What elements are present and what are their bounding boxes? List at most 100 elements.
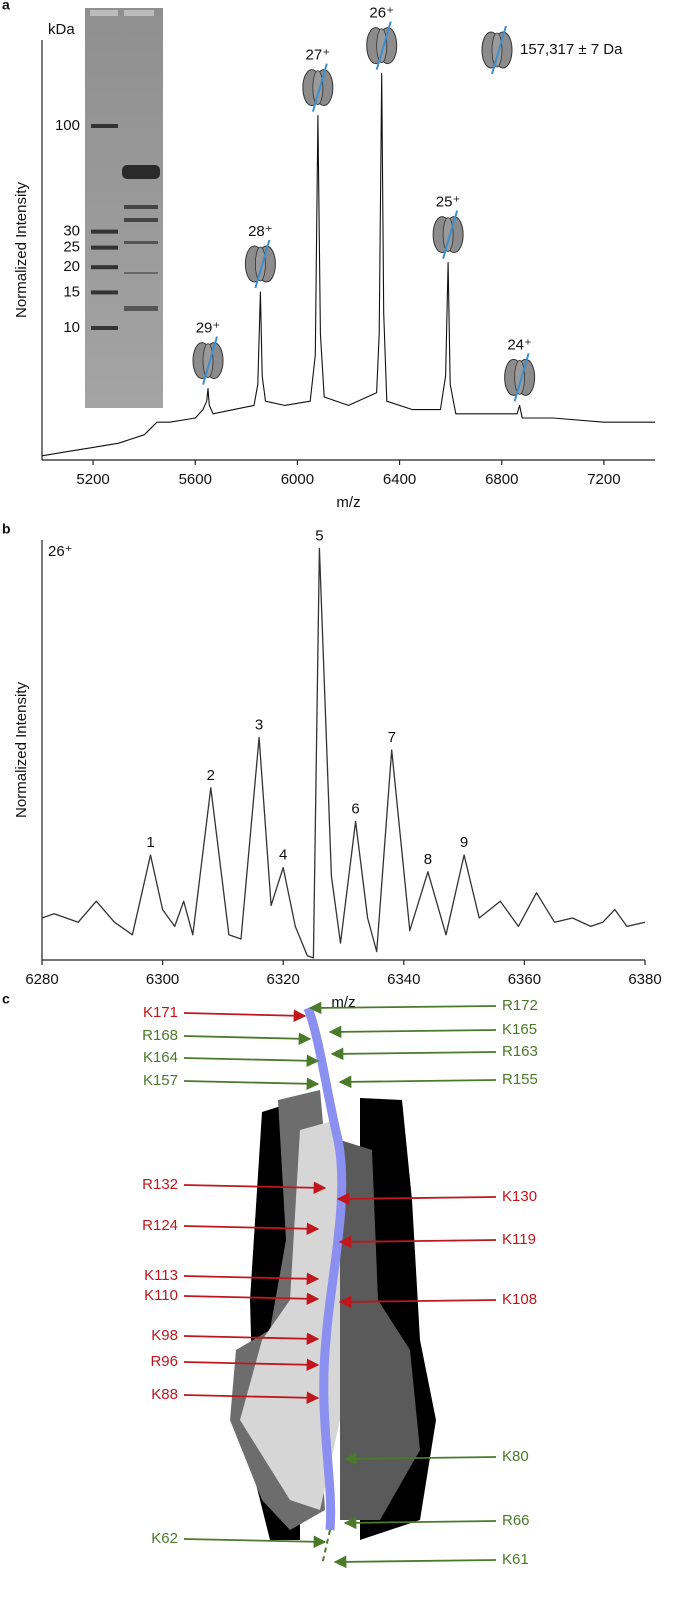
residue-label: K61 [502,1551,529,1568]
residue-arrow [183,1077,320,1091]
peak-label: 3 [255,716,263,733]
residue-label: K62 [151,1530,178,1547]
icon-helix [491,25,507,75]
gel-marker-label: 20 [63,258,80,275]
residue-arrow [183,1032,312,1046]
peak-label: 5 [315,527,323,544]
peak-label: 27⁺ [306,47,331,64]
x-tick-label: 5600 [179,471,212,488]
residue-arrow [183,1054,320,1068]
residue-arrow [183,1009,307,1023]
complex-icon [366,21,398,70]
residue-label: K119 [502,1231,536,1248]
residue-label: K165 [502,1021,537,1038]
residue-arrow [333,1555,497,1569]
residue-arrow [330,1047,497,1061]
peak-label: 26⁺ [369,5,394,22]
gel-band [91,326,118,330]
icon-lobe [442,217,454,253]
peak-label: 28⁺ [248,223,273,240]
charge-label: 26⁺ [48,543,73,560]
residue-label: R172 [502,997,538,1014]
residue-arrow [183,1332,320,1346]
icon-helix [375,21,392,70]
x-tick-label: 6360 [508,971,541,988]
gel-band [91,124,118,128]
icon-helix [202,336,218,385]
peak-label: 1 [146,834,154,851]
gel-image [85,8,163,408]
peak-label: 2 [207,767,215,784]
icon-lobe [254,246,266,282]
x-tick-label: 6800 [485,471,518,488]
residue-arrow [343,1516,497,1530]
residue-arrow [183,1358,320,1372]
residue-label: R168 [142,1027,178,1044]
residue-arrow [183,1222,320,1236]
legend-text: 157,317 ± 7 Da [520,41,623,58]
peak-label: 6 [351,800,359,817]
peak-label: 8 [424,851,432,868]
spectrum-line [41,547,646,959]
icon-lobe [376,28,388,63]
residue-label: K164 [143,1049,178,1066]
gel-marker-label: 30 [63,223,80,240]
residue-arrow [183,1391,320,1405]
residue-arrow [343,1452,497,1466]
residue-arrow [308,1001,497,1015]
x-tick-label: 5200 [76,471,109,488]
residue-arrow [336,1192,497,1206]
x-tick-label: 6340 [387,971,420,988]
icon-lobe [514,359,526,395]
residue-arrow [183,1292,320,1306]
residue-arrow [328,1025,497,1039]
residue-label: K113 [144,1267,178,1284]
peak-label: 4 [279,847,287,864]
residue-arrow [338,1235,497,1249]
icon-helix [254,239,271,289]
y-axis-label: Normalized Intensity [13,682,30,818]
residue-label: K80 [502,1448,529,1465]
x-tick-label: 6280 [25,971,58,988]
peak-label: 24⁺ [507,336,532,353]
residue-label: R163 [502,1043,538,1060]
residue-label: R155 [502,1071,538,1088]
complex-icon [504,353,536,402]
peak-label: 25⁺ [436,194,461,211]
gel-band [91,290,118,295]
x-tick-label: 6400 [383,471,416,488]
residue-arrow [338,1295,497,1309]
icon-helix [311,63,328,112]
gel-unit-label: kDa [48,21,75,38]
residue-label: K98 [151,1327,178,1344]
icon-lobe [491,32,503,68]
icon-helix [513,353,530,402]
gel-marker-label: 25 [63,239,80,256]
complex-icon [244,239,276,289]
panel-label: b [2,521,11,537]
protein-structure [230,1006,436,1566]
gel-band [91,229,118,234]
icon-helix [442,210,459,259]
residue-label: K108 [502,1291,537,1308]
residue-arrow [338,1075,497,1089]
peak-label: 29⁺ [196,320,221,337]
y-axis-label: Normalized Intensity [13,182,30,318]
residue-label: K157 [143,1072,178,1089]
gel-band [91,245,118,250]
residue-label: K171 [143,1004,178,1021]
residue-label: R96 [150,1353,178,1370]
x-tick-label: 7200 [587,471,620,488]
residue-label: R124 [142,1217,178,1234]
spectrum-line [41,73,655,457]
residue-arrow [183,1181,327,1195]
gel-marker-label: 10 [63,319,80,336]
residue-arrow [183,1535,327,1549]
icon-lobe [202,343,214,379]
complex-icon [192,336,224,385]
icon-lobe [312,70,324,105]
x-axis-label: m/z [336,494,360,511]
x-tick-label: 6380 [628,971,661,988]
